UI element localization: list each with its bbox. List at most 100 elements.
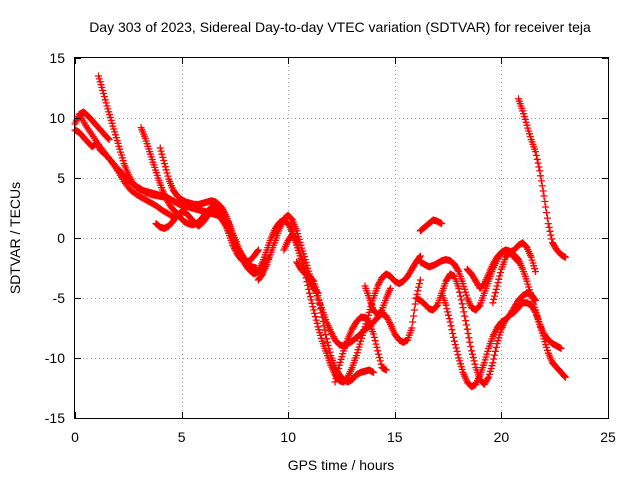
data-point <box>326 348 334 356</box>
data-point <box>450 333 458 341</box>
data-point <box>544 220 552 228</box>
data-point <box>458 300 466 308</box>
data-point <box>492 343 500 351</box>
data-series <box>412 270 569 388</box>
data-point <box>455 284 463 292</box>
y-tick-label: 5 <box>57 170 65 186</box>
data-point <box>254 247 261 255</box>
data-point <box>493 282 501 290</box>
data-point <box>157 147 165 155</box>
data-point <box>445 311 452 319</box>
data-point <box>539 187 547 195</box>
x-tick-label: 15 <box>387 429 403 445</box>
data-point <box>416 276 424 284</box>
data-point <box>466 338 474 346</box>
data-point <box>497 269 504 277</box>
data-point <box>538 177 545 185</box>
data-point <box>310 306 318 314</box>
data-point <box>100 90 108 97</box>
data-point <box>532 296 539 304</box>
data-point <box>454 266 462 274</box>
data-point <box>370 330 377 338</box>
y-tick-label: -5 <box>53 290 66 306</box>
y-axis-label: SDTVAR / TECUs <box>7 182 23 294</box>
data-point <box>164 172 172 180</box>
data-point <box>315 296 323 304</box>
data-point <box>305 285 313 293</box>
data-point <box>561 373 569 381</box>
data-point <box>375 354 383 361</box>
x-tick-label: 25 <box>600 429 616 445</box>
data-point <box>443 305 451 313</box>
data-markers <box>71 72 569 391</box>
data-point <box>542 203 550 211</box>
data-point <box>491 289 499 297</box>
x-tick-label: 0 <box>71 429 79 445</box>
data-point <box>470 357 478 365</box>
data-point <box>306 289 313 297</box>
data-point <box>312 313 319 321</box>
data-point <box>102 99 110 107</box>
data-point <box>494 279 502 287</box>
data-series <box>293 258 377 386</box>
data-point <box>449 330 457 337</box>
data-point <box>547 231 555 239</box>
chart-title: Day 303 of 2023, Sidereal Day-to-day VTE… <box>89 19 591 35</box>
y-tick-labels: -15 -10 -5 0 5 10 15 <box>45 50 65 426</box>
data-point <box>495 275 503 283</box>
data-point <box>334 368 342 376</box>
data-point <box>331 378 339 386</box>
data-point <box>546 227 554 235</box>
data-point <box>459 304 467 312</box>
data-point <box>161 163 169 171</box>
data-point <box>372 340 380 348</box>
data-point <box>325 345 333 353</box>
data-point <box>332 375 340 383</box>
data-point <box>535 163 543 171</box>
data-point <box>540 192 548 200</box>
data-point <box>376 357 384 365</box>
x-tick-label: 5 <box>178 429 186 445</box>
axis-ticks <box>75 58 609 419</box>
data-point <box>314 292 322 300</box>
data-point <box>415 283 423 291</box>
y-tick-label: 10 <box>49 110 65 126</box>
data-point <box>492 285 500 293</box>
data-point <box>161 160 168 168</box>
data-point <box>536 167 544 175</box>
data-point <box>324 342 332 349</box>
data-series <box>152 204 262 266</box>
data-point <box>537 172 545 180</box>
data-series <box>515 95 569 261</box>
data-point <box>410 312 418 320</box>
data-point <box>316 300 324 308</box>
data-point <box>532 148 539 156</box>
data-point <box>457 292 464 300</box>
data-point <box>370 368 377 376</box>
data-point <box>318 309 325 317</box>
x-axis-label: GPS time / hours <box>288 457 395 473</box>
data-series <box>438 289 539 391</box>
data-series <box>489 239 539 307</box>
data-point <box>456 288 464 296</box>
data-point <box>297 252 305 260</box>
data-point <box>444 308 452 316</box>
data-point <box>491 347 499 355</box>
data-point <box>159 153 167 161</box>
data-point <box>544 214 551 222</box>
data-point <box>416 253 423 261</box>
y-tick-label: -15 <box>45 410 65 426</box>
data-point <box>312 316 320 324</box>
data-point <box>532 151 540 159</box>
data-point <box>323 335 331 343</box>
data-point <box>533 155 541 163</box>
data-point <box>304 282 312 289</box>
data-point <box>160 157 168 164</box>
data-point <box>543 209 551 217</box>
data-point <box>467 343 475 350</box>
data-series <box>280 230 424 386</box>
data-point <box>410 306 418 314</box>
data-point <box>162 166 170 174</box>
data-point <box>448 326 456 334</box>
data-point <box>471 360 479 368</box>
